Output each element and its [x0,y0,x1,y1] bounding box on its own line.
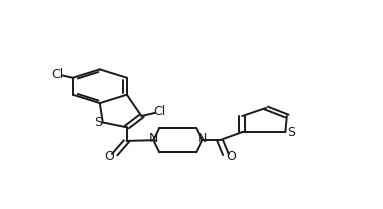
Text: N: N [198,132,207,145]
Text: O: O [226,150,236,163]
Text: S: S [94,116,102,129]
Text: Cl: Cl [153,106,165,119]
Text: N: N [149,132,158,145]
Text: O: O [105,150,114,163]
Text: Cl: Cl [51,68,64,81]
Text: S: S [287,126,295,139]
